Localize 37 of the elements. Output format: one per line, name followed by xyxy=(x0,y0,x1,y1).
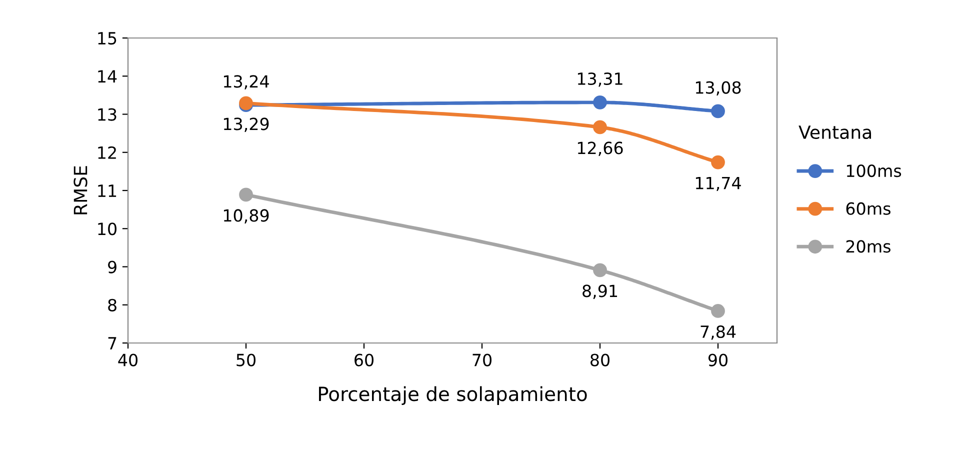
point xyxy=(711,104,725,118)
y-tick-label: 9 xyxy=(108,260,116,274)
legend-label: 20ms xyxy=(846,240,890,253)
point xyxy=(593,120,607,134)
y-tick-label: 13 xyxy=(98,108,116,121)
point xyxy=(593,95,607,110)
y-tick-label: 10 xyxy=(98,222,116,236)
legend-title: Ventana xyxy=(798,126,872,140)
y-tick-label: 12 xyxy=(98,146,116,159)
x-tick-label: 80 xyxy=(590,354,610,366)
x-tick-label: 90 xyxy=(708,354,728,366)
point xyxy=(239,188,253,202)
x-tick-label: 50 xyxy=(236,354,256,366)
data-label: 7,84 xyxy=(700,325,736,340)
data-label: 13,08 xyxy=(696,81,741,96)
y-tick-label: 7 xyxy=(108,337,116,350)
point xyxy=(711,155,725,170)
x-tick-label: 40 xyxy=(118,354,138,366)
point xyxy=(711,304,725,318)
y-tick-label: 8 xyxy=(108,298,116,312)
data-label: 13,24 xyxy=(224,75,269,90)
data-label: 8,91 xyxy=(582,284,618,299)
legend-label: 100ms xyxy=(846,164,902,178)
y-tick-label: 11 xyxy=(98,184,116,197)
data-label: 13,31 xyxy=(578,72,622,87)
y-axis-title: RMSE xyxy=(74,166,88,214)
data-label: 12,66 xyxy=(578,142,623,156)
x-tick-label: 60 xyxy=(354,354,374,366)
data-label: 10,89 xyxy=(224,209,269,224)
y-tick-label: 15 xyxy=(98,32,116,45)
y-tick-label: 14 xyxy=(98,70,117,82)
data-label: 11,74 xyxy=(696,176,741,192)
data-label: 13,29 xyxy=(224,118,269,132)
legend-label: 60ms xyxy=(846,202,890,215)
point xyxy=(593,263,607,278)
x-axis-title: Porcentaje de solapamiento xyxy=(319,386,587,406)
x-tick-label: 70 xyxy=(472,354,492,366)
